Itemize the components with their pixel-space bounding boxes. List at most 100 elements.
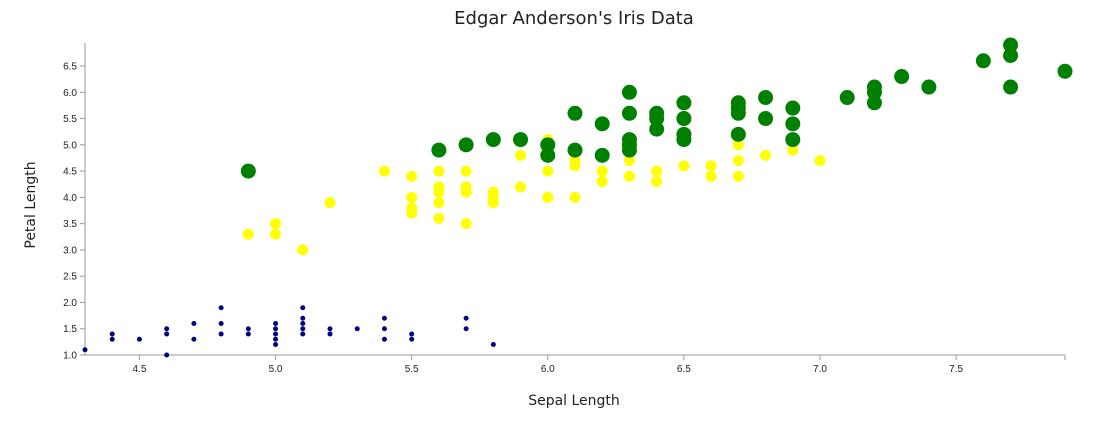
data-point (490, 341, 496, 347)
data-point (758, 111, 774, 127)
data-point (300, 305, 306, 311)
data-point (270, 228, 282, 240)
data-point (381, 326, 387, 332)
data-point (594, 116, 610, 132)
data-point (433, 197, 445, 209)
data-point (921, 79, 937, 95)
data-point (164, 352, 170, 358)
data-points (82, 37, 1073, 358)
y-tick-label: 6.0 (63, 88, 77, 99)
data-point (433, 212, 445, 224)
data-point (406, 191, 418, 203)
data-point (327, 326, 333, 332)
data-point (487, 186, 499, 198)
data-point (164, 326, 170, 332)
data-point (705, 160, 717, 172)
data-point (485, 132, 501, 148)
y-tick-label: 4.0 (63, 193, 77, 204)
data-point (594, 147, 610, 163)
data-point (240, 163, 256, 179)
data-point (109, 331, 115, 337)
data-point (567, 142, 583, 158)
data-point (218, 331, 224, 337)
data-point (540, 137, 556, 153)
data-point (136, 336, 142, 342)
data-point (273, 341, 279, 347)
data-point (732, 155, 744, 167)
data-point (297, 244, 309, 256)
data-point (785, 132, 801, 148)
data-point (569, 191, 581, 203)
data-point (300, 326, 306, 332)
y-tick-label: 1.5 (63, 324, 77, 335)
y-tick-label: 6.5 (63, 62, 77, 73)
data-point (191, 336, 197, 342)
data-point (460, 165, 472, 177)
y-tick-label: 5.5 (63, 114, 77, 125)
data-point (300, 331, 306, 337)
data-point (540, 147, 556, 163)
data-point (381, 336, 387, 342)
data-point (649, 105, 665, 121)
data-point (242, 228, 254, 240)
data-point (409, 331, 415, 337)
data-point (458, 137, 474, 153)
axes: 4.5 5.0 5.5 6.0 6.5 7.0 7.5 1.0 1.5 2.0 2.5 3.0 3.5 4… (63, 43, 1066, 375)
data-point (273, 320, 279, 326)
data-point (623, 170, 635, 182)
series-3-points (240, 37, 1073, 179)
chart-title: Edgar Anderson's Iris Data (454, 8, 694, 29)
data-point (1003, 79, 1019, 95)
data-point (273, 326, 279, 332)
data-point (732, 139, 744, 151)
data-point (460, 181, 472, 193)
data-point (409, 336, 415, 342)
data-point (109, 336, 115, 342)
data-point (732, 170, 744, 182)
data-point (406, 170, 418, 182)
series-1-points (82, 305, 496, 358)
data-point (596, 165, 608, 177)
data-point (567, 105, 583, 121)
series-2-points (242, 134, 826, 256)
data-point (785, 116, 801, 132)
y-tick-label: 4.5 (63, 167, 77, 178)
data-point (651, 165, 663, 177)
y-tick-label: 1.0 (63, 351, 77, 362)
x-tick-label: 6.0 (541, 364, 555, 375)
data-point (730, 126, 746, 142)
x-axis-title: Sepal Length (528, 393, 620, 409)
data-point (621, 84, 637, 100)
data-point (894, 69, 910, 85)
data-point (760, 149, 772, 161)
data-point (273, 331, 279, 337)
data-point (975, 53, 991, 69)
data-point (730, 95, 746, 111)
y-axis-title: Petal Length (23, 161, 39, 248)
data-point (542, 165, 554, 177)
x-tick-label: 4.5 (132, 364, 146, 375)
data-point (381, 315, 387, 321)
data-point (569, 155, 581, 167)
data-point (218, 305, 224, 311)
x-tick-label: 5.0 (269, 364, 283, 375)
data-point (378, 165, 390, 177)
data-point (678, 160, 690, 172)
data-point (300, 315, 306, 321)
data-point (1003, 48, 1019, 64)
data-point (596, 176, 608, 188)
data-point (787, 144, 799, 156)
data-point (431, 142, 447, 158)
data-point (649, 121, 665, 137)
data-point (273, 336, 279, 342)
data-point (324, 197, 336, 209)
data-point (621, 105, 637, 121)
data-point (676, 126, 692, 142)
data-point (814, 155, 826, 167)
y-tick-label: 5.0 (63, 140, 77, 151)
data-point (676, 95, 692, 111)
data-point (164, 331, 170, 337)
data-point (839, 90, 855, 106)
data-point (785, 100, 801, 116)
